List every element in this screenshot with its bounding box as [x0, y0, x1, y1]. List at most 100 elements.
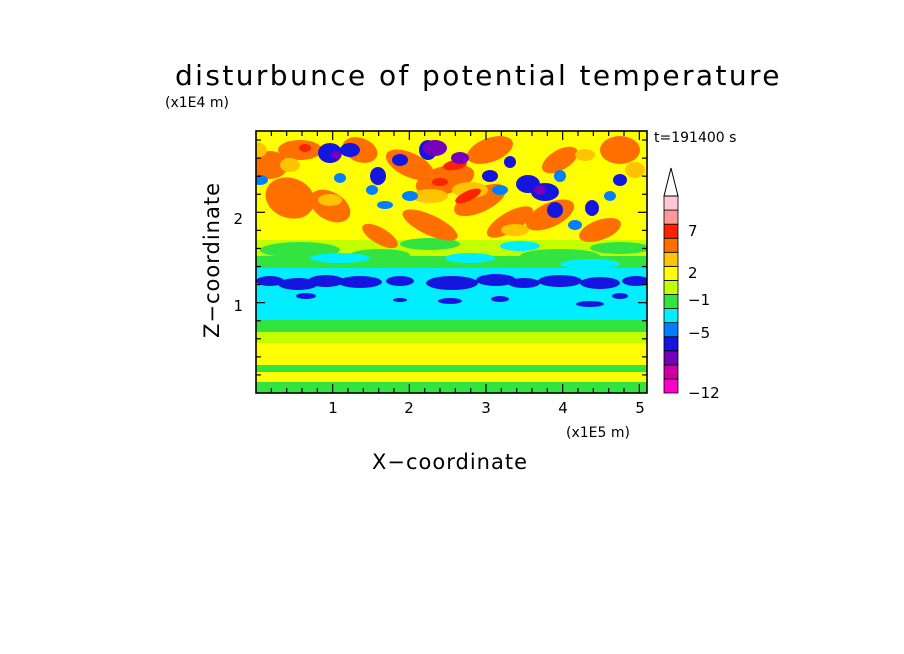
colorbar-swatch [663, 294, 679, 309]
blue-band-segment [508, 278, 540, 288]
colorbar-label-2: 2 [688, 264, 698, 282]
colorbar-swatch [663, 322, 679, 338]
amber-region [318, 194, 342, 206]
light-blue-cell [568, 220, 582, 230]
blue-band-segment [338, 276, 382, 288]
colorbar-swatch [663, 280, 679, 295]
blue-band-segment [308, 275, 344, 287]
colorbar-swatch [663, 195, 679, 211]
y-axis-ticks [256, 139, 647, 376]
orange-region [467, 136, 513, 164]
orange-region [600, 136, 640, 164]
light-blue-cell [492, 185, 508, 195]
plot-frame [255, 130, 648, 394]
green-region [590, 242, 647, 254]
cyan-region [310, 253, 370, 263]
amber-region [575, 149, 595, 161]
blue-cell [340, 143, 360, 157]
purple-cell [423, 140, 447, 156]
red-region [432, 178, 448, 186]
x-units-label: (x1E5 m) [566, 425, 630, 441]
colorbar-swatch [663, 223, 679, 239]
light-blue-cell [366, 185, 378, 195]
y-units-label: (x1E4 m) [165, 95, 229, 111]
blue-cell [585, 200, 599, 216]
orange-region [486, 206, 534, 238]
colorbar-swatch [663, 308, 679, 324]
colorbar-swatch [663, 237, 679, 253]
blue-cell [547, 202, 563, 218]
orange-region [402, 209, 458, 241]
contour-band-green-bottom [256, 382, 647, 393]
colorbar-label-7: 7 [688, 222, 698, 240]
colorbar-label-minus-1: −1 [688, 291, 710, 309]
x-axis-ticks [270, 131, 640, 393]
x-axis-title: X−coordinate [372, 450, 528, 474]
light-blue-cell [256, 175, 268, 185]
x-tick-label-5: 5 [635, 399, 645, 417]
cyan-region [560, 259, 620, 269]
contour-band-green-middle [256, 320, 647, 332]
colorbar-swatch [663, 378, 679, 394]
orange-region [362, 223, 398, 249]
colorbar-swatch [663, 350, 679, 366]
time-label: t=191400 s [654, 130, 736, 146]
colorbar [663, 167, 679, 394]
colorbar-swatch [663, 265, 679, 281]
colorbar-extend-arrow [663, 167, 679, 197]
x-tick-label-1: 1 [328, 399, 338, 417]
light-blue-cell [554, 170, 566, 182]
green-region [260, 242, 340, 258]
amber-region [256, 142, 267, 158]
contour-field [256, 136, 647, 393]
blue-band-segment [476, 274, 516, 286]
blue-band-segment [386, 276, 414, 286]
light-blue-cell [334, 173, 346, 183]
colorbar-swatch [663, 209, 679, 225]
purple-cell [331, 151, 341, 159]
green-region [400, 238, 460, 250]
amber-region [625, 162, 645, 178]
colorbar-label-minus-5: −5 [688, 324, 710, 342]
red-region [455, 188, 481, 204]
orange-region [541, 146, 579, 174]
amber-region [501, 224, 529, 236]
blue-band-segment [580, 277, 620, 289]
blue-band-fragment [296, 293, 316, 299]
orange-region [579, 217, 621, 243]
blue-band-fragment [491, 296, 509, 302]
blue-band-fragment [438, 298, 462, 304]
colorbar-swatch [663, 336, 679, 352]
plot-area [256, 131, 647, 393]
colorbar-swatch [663, 251, 679, 267]
blue-cell [504, 156, 516, 168]
x-tick-label-4: 4 [558, 399, 568, 417]
light-blue-cell [402, 191, 418, 201]
blue-band-fragment [576, 301, 604, 307]
orange-region [265, 177, 315, 219]
y-tick-label-1: 1 [233, 297, 243, 315]
contour-band-lime [256, 332, 647, 343]
y-tick-label-2: 2 [233, 210, 243, 228]
chart-title: disturbunce of potential temperature [175, 59, 782, 92]
purple-cell [534, 185, 546, 195]
amber-region [412, 189, 448, 203]
blue-cell [613, 174, 627, 186]
colorbar-swatch [663, 364, 679, 380]
y-axis-title: Z−coordinate [200, 182, 224, 338]
purple-cell [451, 152, 469, 164]
blue-cell [392, 154, 408, 166]
blue-band-fragment [612, 293, 628, 299]
red-region [299, 144, 311, 152]
light-blue-cell [604, 191, 616, 201]
blue-band-segment [256, 276, 284, 286]
x-tick-label-3: 3 [481, 399, 491, 417]
colorbar-label-minus-12: −12 [688, 384, 720, 402]
light-blue-cell [377, 201, 393, 209]
contour-band-green-lower [256, 365, 647, 372]
blue-band-segment [426, 276, 478, 290]
blue-cell [482, 170, 498, 182]
blue-band-fragment [393, 298, 407, 302]
amber-region [280, 158, 300, 172]
